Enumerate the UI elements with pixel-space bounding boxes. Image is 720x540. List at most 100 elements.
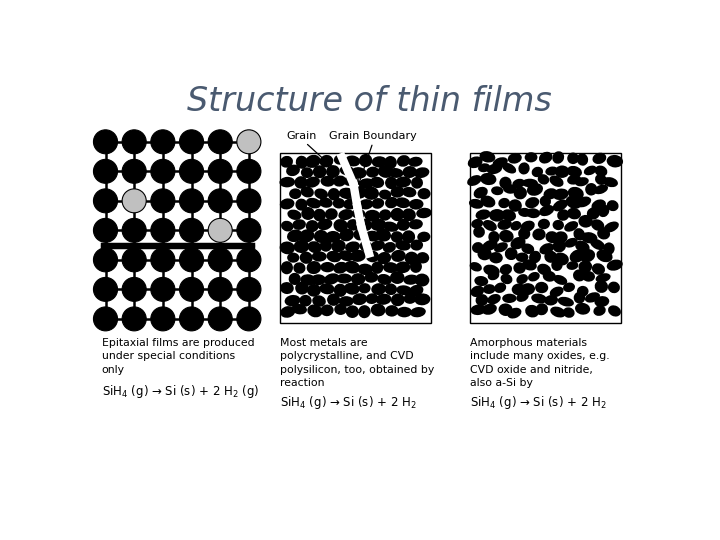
- Ellipse shape: [338, 209, 354, 220]
- Ellipse shape: [338, 251, 354, 261]
- Ellipse shape: [377, 252, 391, 264]
- Ellipse shape: [608, 305, 621, 316]
- Ellipse shape: [237, 278, 261, 301]
- Ellipse shape: [480, 173, 496, 185]
- Ellipse shape: [328, 188, 340, 200]
- Ellipse shape: [552, 151, 564, 164]
- Ellipse shape: [577, 286, 588, 297]
- Ellipse shape: [525, 152, 537, 163]
- Ellipse shape: [327, 251, 341, 262]
- Ellipse shape: [372, 198, 384, 209]
- Ellipse shape: [483, 284, 495, 294]
- Ellipse shape: [375, 228, 391, 241]
- Ellipse shape: [554, 231, 567, 244]
- Ellipse shape: [292, 219, 306, 230]
- Ellipse shape: [476, 210, 490, 220]
- Ellipse shape: [539, 243, 554, 254]
- Ellipse shape: [305, 177, 320, 188]
- Ellipse shape: [512, 284, 526, 295]
- Ellipse shape: [575, 177, 589, 186]
- Ellipse shape: [325, 231, 341, 242]
- Ellipse shape: [516, 292, 528, 302]
- Ellipse shape: [521, 244, 534, 254]
- Ellipse shape: [503, 184, 517, 194]
- Ellipse shape: [410, 307, 426, 318]
- Ellipse shape: [280, 198, 294, 210]
- Ellipse shape: [122, 189, 146, 213]
- Ellipse shape: [402, 166, 417, 178]
- Ellipse shape: [544, 251, 557, 263]
- Ellipse shape: [370, 177, 384, 188]
- Ellipse shape: [208, 159, 233, 183]
- Ellipse shape: [539, 205, 554, 216]
- Ellipse shape: [576, 197, 591, 207]
- Ellipse shape: [351, 273, 365, 285]
- Ellipse shape: [208, 189, 233, 213]
- Ellipse shape: [593, 153, 606, 164]
- Ellipse shape: [237, 218, 261, 242]
- Ellipse shape: [377, 274, 392, 285]
- Ellipse shape: [344, 283, 360, 295]
- Ellipse shape: [333, 219, 348, 232]
- Ellipse shape: [313, 209, 325, 221]
- Ellipse shape: [603, 177, 618, 187]
- Ellipse shape: [592, 264, 605, 275]
- Text: Epitaxial films are produced
under special conditions
only: Epitaxial films are produced under speci…: [102, 338, 254, 375]
- Ellipse shape: [579, 260, 592, 273]
- Ellipse shape: [360, 240, 372, 252]
- Ellipse shape: [552, 220, 564, 230]
- Ellipse shape: [292, 304, 307, 314]
- Ellipse shape: [594, 185, 608, 194]
- Ellipse shape: [408, 157, 423, 167]
- Ellipse shape: [603, 221, 619, 233]
- Ellipse shape: [527, 183, 543, 196]
- Ellipse shape: [607, 200, 618, 211]
- Ellipse shape: [498, 198, 510, 208]
- Ellipse shape: [346, 305, 359, 318]
- Ellipse shape: [385, 177, 397, 189]
- Ellipse shape: [595, 296, 609, 307]
- Ellipse shape: [522, 179, 538, 187]
- Ellipse shape: [296, 156, 308, 169]
- Text: SiH$_4$ (g) → Si (s) + 2 H$_2$: SiH$_4$ (g) → Si (s) + 2 H$_2$: [469, 394, 606, 410]
- Ellipse shape: [390, 271, 405, 284]
- Ellipse shape: [508, 308, 521, 319]
- Ellipse shape: [150, 278, 175, 301]
- Ellipse shape: [404, 293, 417, 304]
- Ellipse shape: [480, 195, 495, 207]
- Ellipse shape: [372, 261, 383, 274]
- Ellipse shape: [494, 242, 508, 253]
- Ellipse shape: [585, 183, 598, 195]
- Ellipse shape: [498, 219, 512, 230]
- Ellipse shape: [595, 174, 607, 185]
- Ellipse shape: [336, 274, 352, 284]
- Ellipse shape: [319, 198, 333, 208]
- Ellipse shape: [545, 166, 558, 176]
- Ellipse shape: [475, 294, 488, 306]
- Ellipse shape: [280, 282, 294, 294]
- Ellipse shape: [320, 283, 335, 294]
- Ellipse shape: [409, 219, 423, 230]
- Ellipse shape: [366, 167, 379, 178]
- Ellipse shape: [287, 253, 300, 262]
- Ellipse shape: [208, 130, 233, 154]
- Ellipse shape: [385, 197, 398, 208]
- Ellipse shape: [237, 307, 261, 331]
- Ellipse shape: [500, 264, 512, 275]
- Ellipse shape: [553, 275, 567, 285]
- Ellipse shape: [516, 274, 528, 284]
- Ellipse shape: [532, 228, 546, 240]
- Ellipse shape: [395, 198, 410, 208]
- Ellipse shape: [566, 195, 582, 209]
- Ellipse shape: [359, 178, 374, 189]
- Ellipse shape: [376, 294, 392, 305]
- Ellipse shape: [573, 269, 585, 281]
- Ellipse shape: [487, 271, 499, 280]
- Ellipse shape: [294, 240, 310, 253]
- Ellipse shape: [535, 282, 548, 293]
- Ellipse shape: [284, 295, 300, 306]
- Ellipse shape: [499, 230, 513, 242]
- Ellipse shape: [320, 239, 332, 252]
- Ellipse shape: [237, 130, 261, 154]
- Ellipse shape: [370, 240, 385, 251]
